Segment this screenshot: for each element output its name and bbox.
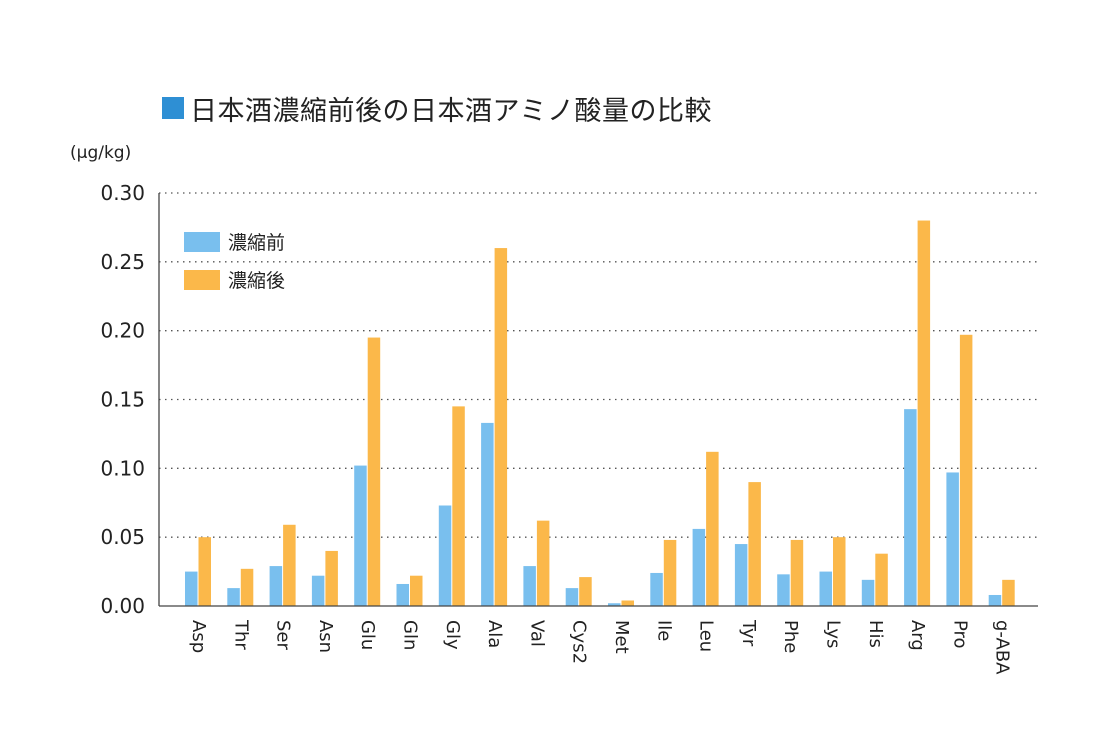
y-axis-unit-label: (μg/kg) [70, 143, 131, 163]
bar-before-leu [692, 528, 706, 606]
y-tick-label: 0.20 [100, 319, 145, 343]
x-tick-label: Ala [484, 620, 505, 648]
y-tick-label: 0.15 [100, 388, 145, 412]
bar-after-ile [663, 539, 677, 606]
bar-after-asp [198, 537, 211, 606]
x-tick-label: Asn [315, 620, 336, 653]
bar-before-ser [269, 566, 283, 606]
bar-before-tyr [734, 544, 748, 606]
bar-after-g-aba [1002, 579, 1015, 606]
bar-after-arg [917, 220, 931, 607]
x-tick-labels: Asp Thr Ser Asn Glu Gln Gly Ala Val Cys2 Met Ile Leu… [188, 619, 1013, 675]
bar-after-thr [240, 568, 254, 606]
x-tick-label: Phe [780, 620, 801, 653]
x-tick-label: Thr [230, 619, 251, 650]
bar-before-asp [185, 571, 198, 606]
y-tick-label: 0.00 [100, 594, 145, 618]
bar-after-gly [452, 406, 465, 606]
bar-after-lys [833, 537, 846, 606]
x-tick-label: Glu [357, 620, 378, 650]
bar-before-met [608, 603, 621, 606]
x-tick-label: Leu [696, 620, 717, 652]
x-tick-label: His [865, 620, 886, 648]
bar-after-phe [790, 539, 804, 606]
bar-after-tyr [748, 482, 761, 606]
bar-before-g-aba [988, 594, 1002, 606]
bar-after-his [875, 553, 888, 606]
legend-swatch-after [184, 270, 220, 290]
x-tick-label: Arg [907, 620, 928, 651]
bar-after-gln [410, 575, 423, 606]
bar-after-ser [283, 524, 296, 606]
legend-label-after: 濃縮後 [228, 270, 285, 292]
bar-before-cys2 [565, 588, 579, 606]
y-tick-label: 0.25 [100, 250, 145, 274]
bar-before-ala [481, 422, 494, 606]
bar-before-glu [354, 465, 367, 606]
bar-before-gly [438, 505, 452, 606]
x-tick-label: Asp [188, 620, 209, 653]
bar-before-gln [396, 583, 409, 606]
bar-before-arg [904, 409, 917, 606]
x-tick-label: Cys2 [569, 620, 590, 664]
bar-before-asn [311, 575, 325, 606]
bar-after-glu [367, 337, 381, 606]
gridlines [159, 192, 1038, 538]
x-tick-label: Gln [400, 620, 421, 650]
title-marker-square [162, 97, 184, 119]
legend-swatch-before [184, 232, 220, 252]
bar-before-ile [650, 572, 663, 606]
bar-before-val [523, 566, 536, 606]
y-tick-label: 0.30 [100, 181, 145, 205]
bar-after-leu [706, 451, 719, 606]
chart-title-text: 日本酒濃縮前後の日本酒アミノ酸量の比較 [190, 95, 712, 127]
x-tick-label: Gly [442, 620, 463, 650]
bar-after-met [621, 600, 634, 606]
x-tick-label: Val [526, 620, 547, 647]
bar-before-his [861, 579, 875, 606]
y-tick-label: 0.10 [100, 456, 145, 480]
bar-before-thr [227, 588, 240, 606]
bars [185, 220, 1015, 607]
y-tick-label: 0.05 [100, 525, 145, 549]
bar-before-phe [777, 574, 790, 606]
x-tick-label: Ile [653, 620, 674, 641]
x-tick-label: Ser [273, 620, 294, 651]
bar-before-pro [946, 472, 959, 606]
x-tick-label: g-ABA [992, 620, 1013, 675]
bar-after-cys2 [579, 577, 592, 606]
bar-after-asn [325, 550, 338, 606]
x-tick-label: Tyr [738, 619, 759, 647]
bar-after-pro [959, 334, 973, 606]
chart-title: 日本酒濃縮前後の日本酒アミノ酸量の比較 [162, 88, 712, 128]
x-tick-label: Met [611, 620, 632, 654]
bar-after-ala [494, 248, 508, 607]
y-tick-labels: 0.00 0.05 0.10 0.15 0.20 0.25 0.30 [100, 181, 145, 618]
legend-label-before: 濃縮前 [228, 232, 285, 254]
bar-before-lys [819, 571, 832, 606]
bar-after-val [536, 520, 550, 606]
x-tick-label: Pro [949, 620, 970, 649]
axes [158, 193, 1038, 607]
x-tick-label: Lys [823, 620, 844, 648]
